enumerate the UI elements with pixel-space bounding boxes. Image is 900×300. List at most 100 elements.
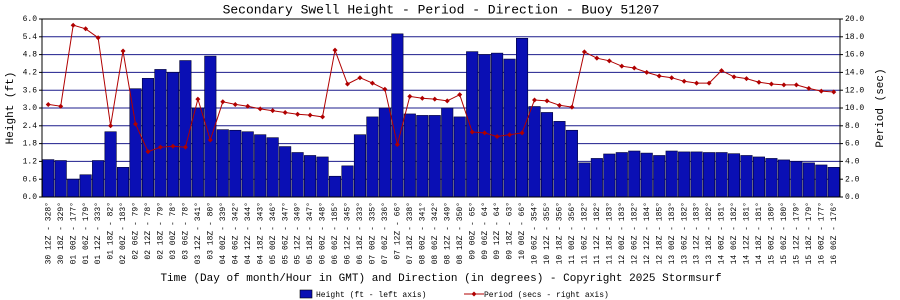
x-tick-label: 14 06Z - 182°	[730, 202, 739, 264]
bar	[777, 159, 790, 198]
period-marker	[307, 112, 313, 118]
x-tick-label: 07 06Z - 336°	[381, 202, 390, 264]
period-marker	[382, 86, 388, 92]
bar	[466, 51, 479, 198]
x-tick-label: 04 00Z - 339°	[219, 202, 228, 264]
period-marker	[58, 103, 64, 109]
period-marker	[270, 108, 276, 114]
x-tick-label: 06 00Z - 348°	[319, 202, 328, 264]
x-tick-label: 16 00Z - 177°	[817, 202, 826, 264]
x-tick-label: 15 06Z - 180°	[780, 202, 789, 264]
y-tick-label: 2.4	[23, 122, 38, 131]
period-marker	[394, 141, 400, 147]
bar	[266, 137, 279, 198]
bar	[690, 151, 703, 198]
period-marker	[245, 103, 251, 109]
period-line	[48, 24, 834, 153]
y2-tick-label: 8.0	[845, 122, 860, 131]
x-tick-label: 03 00Z - 78°	[169, 202, 178, 260]
period-marker	[332, 47, 338, 53]
x-tick-label: 08 00Z - 341°	[418, 202, 427, 264]
bar	[304, 155, 317, 198]
period-marker	[706, 80, 712, 86]
x-tick-label: 05 06Z - 347°	[281, 202, 290, 264]
bar	[316, 156, 329, 198]
bar	[291, 152, 304, 198]
y-tick-label: 1.8	[23, 140, 38, 149]
bar	[416, 115, 429, 198]
x-tick-label: 11 06Z - 182°	[581, 202, 590, 264]
bar	[540, 112, 554, 198]
period-marker	[781, 82, 787, 88]
bar	[279, 146, 292, 198]
period-marker	[157, 144, 163, 150]
bar	[179, 60, 192, 198]
x-tick-label: 30 12Z - 328°	[44, 202, 53, 264]
x-tick-label: 01 18Z - 82°	[107, 202, 116, 260]
period-marker	[170, 143, 176, 149]
x-tick-label: 08 12Z - 349°	[443, 202, 452, 264]
y-tick-label: 3.6	[23, 86, 38, 95]
bar	[391, 33, 404, 198]
bar	[378, 107, 391, 198]
period-marker	[108, 123, 114, 129]
x-tick-label: 04 18Z - 343°	[256, 202, 265, 264]
bar	[366, 116, 379, 198]
x-tick-label: 06 06Z - 185°	[331, 202, 340, 264]
bar	[79, 174, 92, 198]
bar	[653, 155, 666, 198]
x-tick-label: 12 18Z - 185°	[655, 202, 664, 264]
legend-label: Period (secs - right axis)	[484, 291, 609, 300]
bar	[478, 54, 491, 198]
y2-tick-label: 12.0	[845, 86, 864, 95]
plot-frame	[41, 18, 841, 198]
y2-tick-label: 6.0	[845, 140, 860, 149]
y-tick-label: 0.6	[23, 175, 38, 184]
x-tick-label: 08 18Z - 350°	[456, 202, 465, 264]
x-tick-label: 11 12Z - 182°	[593, 202, 602, 264]
bar	[117, 167, 130, 198]
bar	[790, 161, 803, 198]
legend-swatch	[299, 289, 313, 299]
x-tick-label: 01 12Z - 333°	[94, 202, 103, 264]
x-tick-label: 03 18Z - 80°	[206, 202, 215, 260]
y2-tick-label: 0.0	[845, 193, 860, 202]
x-tick-label: 02 00Z - 183°	[119, 202, 128, 264]
period-marker	[469, 129, 475, 135]
period-marker	[432, 96, 438, 102]
x-tick-label: 30 18Z - 329°	[57, 202, 66, 264]
bar	[241, 131, 254, 198]
x-tick-label: 07 00Z - 335°	[369, 202, 378, 264]
period-marker	[694, 80, 700, 86]
period-marker	[182, 144, 188, 150]
x-tick-label: 08 06Z - 342°	[431, 202, 440, 264]
y-axis-title: Height (ft)	[5, 72, 17, 145]
x-tick-label: 05 12Z - 349°	[294, 202, 303, 264]
bar	[216, 129, 229, 198]
bar	[191, 107, 204, 198]
period-marker	[207, 137, 213, 143]
period-marker	[320, 114, 326, 120]
bar	[254, 134, 267, 198]
period-marker	[594, 55, 600, 61]
x-axis-title: Time (Day of month/Hour in GMT) and Dire…	[160, 273, 721, 285]
period-marker	[444, 98, 450, 104]
period-marker	[120, 48, 126, 54]
x-tick-label: 12 12Z - 184°	[643, 202, 652, 264]
y-tick-label: 3.0	[23, 104, 38, 113]
period-marker	[295, 111, 301, 117]
period-marker	[344, 81, 350, 87]
period-marker	[494, 133, 500, 139]
x-tick-label: 11 18Z - 183°	[605, 202, 614, 264]
period-marker	[581, 49, 587, 55]
bar	[553, 121, 566, 198]
period-marker	[419, 95, 425, 101]
bar	[590, 158, 603, 198]
x-tick-label: 13 18Z - 182°	[705, 202, 714, 264]
y2-tick-label: 2.0	[845, 175, 860, 184]
x-tick-label: 10 00Z - 66°	[518, 202, 527, 260]
x-tick-label: 13 06Z - 182°	[680, 202, 689, 264]
period-marker	[731, 74, 737, 80]
bar	[328, 175, 342, 198]
bar	[665, 150, 678, 198]
